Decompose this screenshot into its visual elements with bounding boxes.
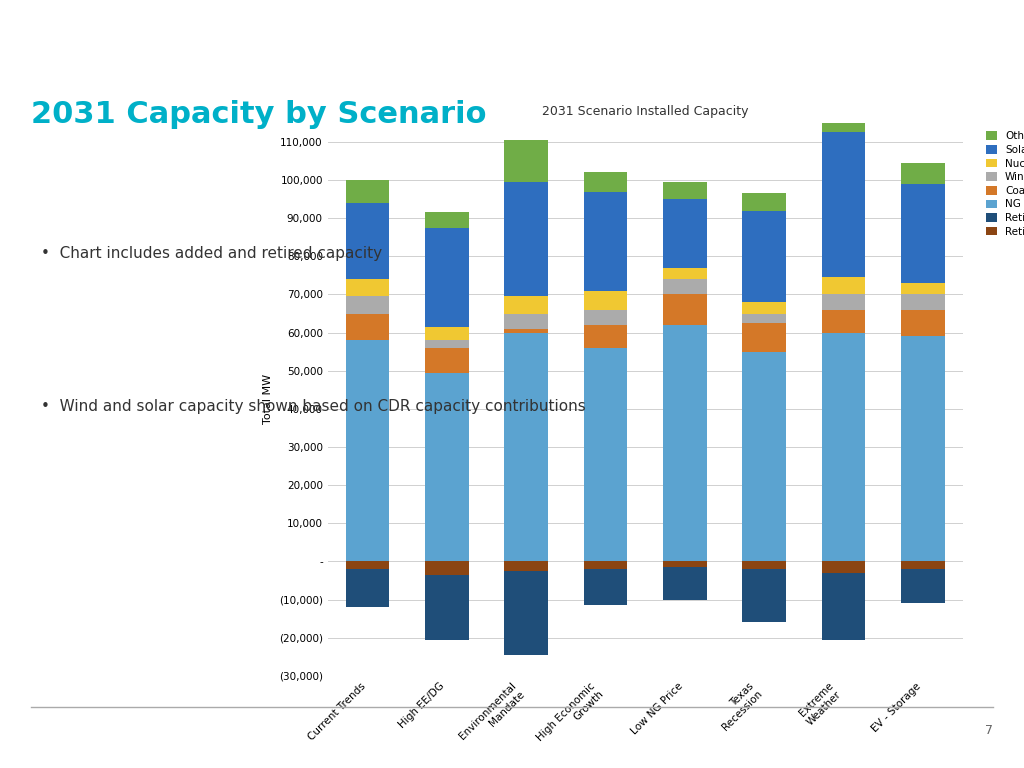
Bar [663,280,707,294]
Bar [821,561,865,573]
Bar [742,194,786,210]
Bar [821,106,865,132]
Bar [345,313,389,340]
Bar [425,327,469,340]
Bar [663,561,707,567]
Bar [901,163,945,184]
Bar [742,302,786,313]
Bar [504,313,548,329]
Bar [345,203,389,280]
Bar [504,182,548,296]
Bar [901,561,945,569]
Bar [345,340,389,561]
Legend: Other, Solar, Nuclear, Wind, Coal, NG, Retired Coal, Retired NG: Other, Solar, Nuclear, Wind, Coal, NG, R… [983,128,1024,240]
Bar [584,290,628,310]
Bar [663,182,707,199]
Bar [425,372,469,561]
Y-axis label: Total MW: Total MW [263,374,273,425]
Bar [901,569,945,604]
Bar [901,184,945,283]
Bar [504,140,548,182]
Bar [584,191,628,290]
Bar [742,352,786,561]
Bar [425,213,469,228]
Bar [821,294,865,310]
Bar [742,323,786,352]
Text: 7: 7 [985,724,993,737]
Bar [584,310,628,325]
Text: •  Wind and solar capacity shown based on CDR capacity contributions: • Wind and solar capacity shown based on… [41,399,586,415]
Title: 2031 Scenario Installed Capacity: 2031 Scenario Installed Capacity [542,104,749,118]
Bar [425,561,469,574]
Bar [742,569,786,622]
Bar [742,210,786,302]
Bar [742,561,786,569]
Text: 2031 Capacity by Scenario: 2031 Capacity by Scenario [31,100,486,129]
Bar [584,348,628,561]
Bar [821,333,865,561]
Bar [504,571,548,655]
Bar [663,294,707,325]
Bar [345,296,389,313]
Bar [584,569,628,605]
Bar [425,348,469,372]
Bar [901,283,945,294]
Bar [821,310,865,333]
Bar [345,561,389,569]
Bar [663,325,707,561]
Bar [742,313,786,323]
Bar [821,132,865,277]
Bar [504,329,548,333]
Bar [425,228,469,327]
Bar [584,561,628,569]
Bar [663,199,707,268]
Bar [584,325,628,348]
Bar [504,296,548,313]
Bar [345,569,389,607]
Bar [345,180,389,203]
Bar [425,574,469,640]
Text: •  Chart includes added and retired capacity: • Chart includes added and retired capac… [41,246,382,261]
Bar [584,173,628,191]
Bar [663,268,707,280]
Bar [504,333,548,561]
Bar [663,567,707,600]
Bar [345,280,389,296]
Bar [504,561,548,571]
Bar [901,336,945,561]
Bar [821,573,865,640]
Bar [425,340,469,348]
Bar [901,310,945,336]
Bar [901,294,945,310]
Bar [821,277,865,294]
